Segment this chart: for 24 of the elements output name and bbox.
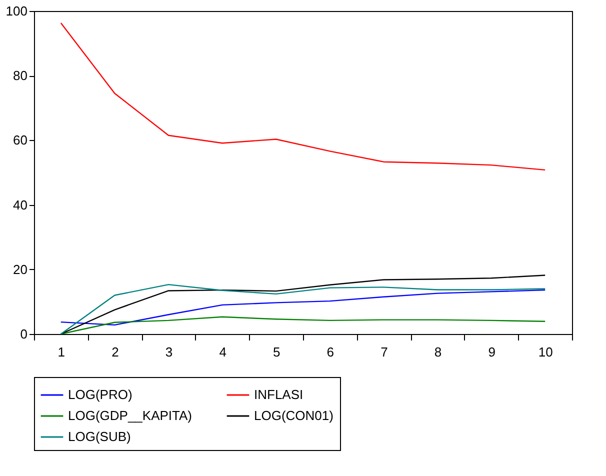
legend-label: LOG(SUB) xyxy=(68,429,131,444)
x-tick-label: 8 xyxy=(434,344,442,360)
y-tick-label: 20 xyxy=(13,262,28,277)
x-tick-label: 4 xyxy=(219,344,226,360)
y-tick-label: 40 xyxy=(13,197,28,212)
y-tick-label: 80 xyxy=(13,68,28,84)
x-tick-label: 1 xyxy=(58,344,66,360)
legend-label: LOG(PRO) xyxy=(68,387,132,402)
y-tick-label: 0 xyxy=(20,326,28,342)
line-series xyxy=(60,22,546,171)
line-series xyxy=(60,289,546,326)
legend-label: LOG(CON01) xyxy=(254,408,334,423)
x-tick-label: 5 xyxy=(272,344,280,360)
x-tick-label: 10 xyxy=(538,344,553,360)
x-tick-label: 7 xyxy=(380,344,388,360)
x-tick-label: 6 xyxy=(326,344,334,360)
y-tick-label: 100 xyxy=(6,4,28,18)
y-tick-label: 60 xyxy=(13,132,28,148)
line-series xyxy=(60,316,546,335)
x-tick-label: 9 xyxy=(488,344,496,360)
legend-label: INFLASI xyxy=(254,387,304,402)
legend-label: LOG(GDP__KAPITA) xyxy=(68,408,192,423)
x-tick-label: 2 xyxy=(112,344,119,360)
x-tick-label: 3 xyxy=(165,344,173,360)
